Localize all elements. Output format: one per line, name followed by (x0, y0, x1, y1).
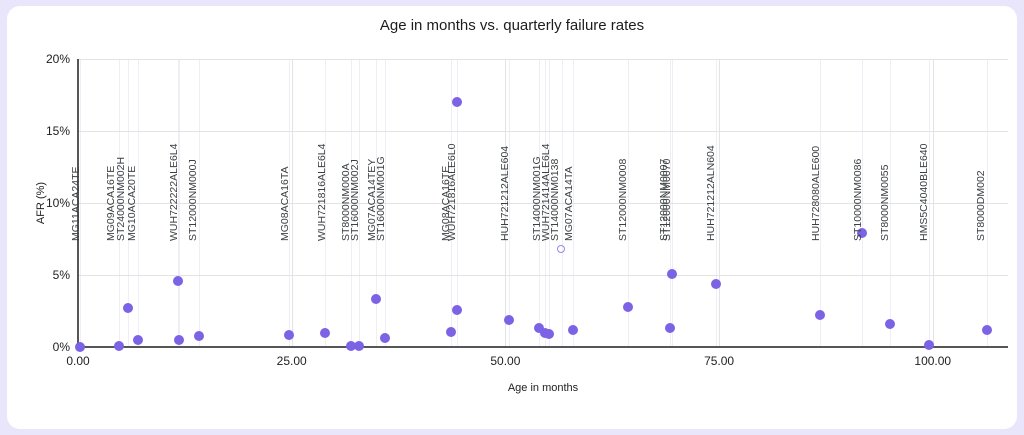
y-tick-label: 5% (52, 268, 70, 282)
data-point[interactable] (567, 324, 578, 335)
data-point[interactable] (623, 302, 634, 313)
data-point[interactable] (557, 245, 566, 254)
data-point[interactable] (543, 329, 554, 340)
data-point[interactable] (173, 276, 183, 287)
plot-area: 0.00 25.00 50.00 75.00 100.00 0% 5% 10% 15% 20% MG… (46, 52, 1008, 368)
model-label: ST8000NM0055 (878, 164, 891, 241)
data-point[interactable] (354, 341, 365, 352)
chart-card (7, 6, 1017, 429)
model-label: ST16000NM001G (375, 155, 388, 241)
x-gridline (932, 59, 934, 347)
model-label: MG10ACA20TE (125, 165, 138, 241)
y-gridline (78, 131, 1008, 132)
model-label: ST24000NM002H (114, 156, 127, 241)
y-gridline (78, 59, 1008, 60)
x-gridline (505, 59, 507, 347)
model-label: ST14000NM0138 (548, 158, 561, 241)
x-tick-label: 75.00 (704, 354, 735, 368)
y-axis-line (77, 59, 79, 347)
data-point[interactable] (924, 339, 935, 350)
y-tick-label: 20% (45, 52, 70, 66)
model-label: MG08ACA16TA (278, 166, 291, 241)
data-point[interactable] (173, 334, 184, 345)
data-point[interactable] (856, 228, 867, 239)
model-label: ST12000NM0070 (660, 158, 673, 241)
model-label: ST12000NM000J (187, 158, 200, 241)
y-gridline (78, 203, 1008, 204)
x-axis-title: Age in months (507, 382, 579, 394)
y-tick-label: 15% (45, 124, 70, 138)
x-gridline (291, 59, 293, 347)
x-gridline (719, 59, 721, 347)
data-point[interactable] (451, 97, 462, 108)
x-tick-label: 0.00 (66, 354, 90, 368)
data-point[interactable] (451, 304, 462, 315)
data-point[interactable] (132, 334, 143, 345)
model-label: HUH721212ALE604 (498, 145, 511, 241)
chart-title: Age in months vs. quarterly failure rate… (379, 17, 645, 34)
data-point[interactable] (284, 330, 295, 341)
data-point[interactable] (814, 310, 825, 321)
model-label: HUH728080ALE600 (809, 145, 822, 241)
y-gridline (78, 275, 1008, 276)
data-point[interactable] (664, 323, 675, 334)
data-point[interactable] (345, 341, 356, 352)
data-point[interactable] (533, 322, 544, 333)
data-point[interactable] (74, 342, 85, 352)
model-label: WUH721816ALE6L0 (446, 143, 459, 241)
model-label: ST10000NM0086 (851, 158, 864, 241)
model-label: ST12000NM0008 (617, 158, 630, 241)
data-point[interactable] (503, 314, 514, 325)
model-label: MG11ACA24TE (70, 166, 83, 241)
x-tick-label: 50.00 (490, 354, 521, 368)
model-label: MG07ACA14TA (562, 166, 575, 241)
model-label: HUH721212ALN604 (705, 144, 718, 241)
data-point[interactable] (320, 328, 331, 339)
y-tick-label: 0% (52, 340, 70, 354)
data-point[interactable] (667, 268, 678, 279)
data-point[interactable] (379, 332, 390, 343)
model-label: WUH721816ALE6L4 (315, 143, 328, 241)
data-point[interactable] (981, 325, 992, 336)
data-point[interactable] (371, 293, 382, 304)
data-point[interactable] (122, 303, 133, 314)
data-point[interactable] (445, 326, 456, 337)
model-label: WUH722222ALE6L4 (167, 143, 180, 241)
x-axis-line (78, 346, 1008, 348)
data-point[interactable] (710, 279, 721, 290)
data-point[interactable] (114, 341, 125, 352)
x-tick-label: 100.00 (914, 354, 952, 368)
model-label: ST8000DM002 (974, 169, 987, 241)
model-label: HMS5C4040BLE640 (918, 143, 931, 241)
data-point[interactable] (193, 331, 204, 342)
model-label: ST16000NM002J (348, 158, 361, 241)
y-tick-label: 10% (45, 196, 70, 210)
data-point[interactable] (885, 318, 896, 329)
x-tick-label: 25.00 (276, 354, 307, 368)
